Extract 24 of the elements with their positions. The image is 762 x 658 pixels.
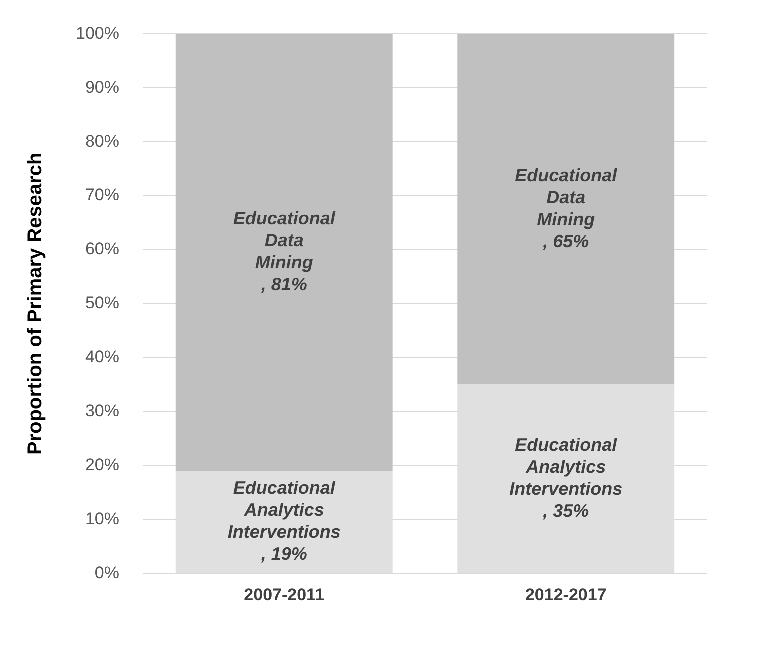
y-tick-label: 50% <box>85 294 120 313</box>
series-label: Educational Analytics Interventions <box>228 478 341 542</box>
y-tick-label: 0% <box>94 563 120 582</box>
y-tick-label: 60% <box>85 240 120 259</box>
series-label: Educational Data Mining <box>233 208 336 273</box>
data-label: , 35% <box>542 500 590 521</box>
data-label: , 65% <box>542 231 590 252</box>
y-axis-title: Proportion of Primary Research <box>24 152 47 456</box>
data-label: , 19% <box>260 544 308 564</box>
y-tick-label: 100% <box>76 24 120 43</box>
data-label: , 81% <box>260 274 308 295</box>
y-tick-label: 80% <box>85 132 120 151</box>
x-tick-label: 2007-2011 <box>244 585 325 604</box>
text: Educational Data Mining <box>515 165 618 230</box>
y-tick-label: 90% <box>85 78 120 97</box>
y-tick-label: 70% <box>85 186 120 205</box>
y-tick-label: 10% <box>85 509 120 528</box>
bar <box>458 34 675 385</box>
text: Educational Analytics Interventions <box>510 434 623 499</box>
y-tick-label: 30% <box>85 401 120 420</box>
bar <box>176 34 393 472</box>
y-tick-label: 40% <box>85 348 120 367</box>
y-tick-label: 20% <box>85 455 120 474</box>
x-tick-label: 2012-2017 <box>525 585 607 604</box>
